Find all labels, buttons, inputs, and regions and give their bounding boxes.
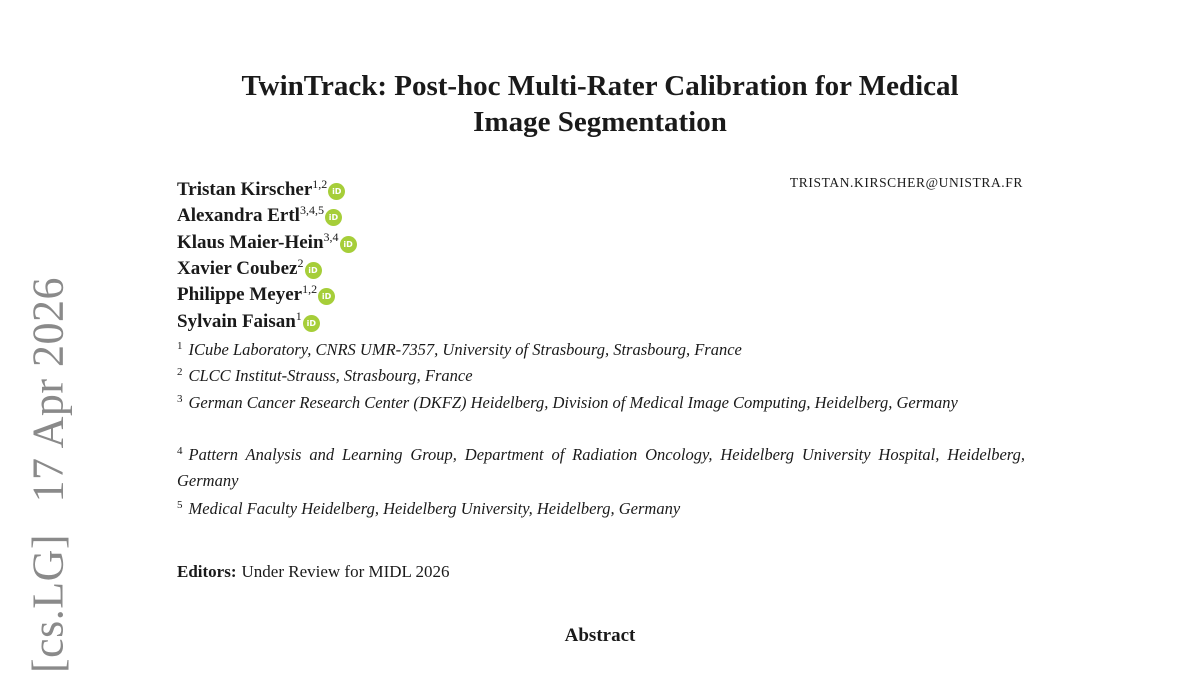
author: Sylvain Faisan1iD	[177, 304, 320, 332]
affiliation-number: 4	[177, 445, 183, 457]
author-name: Tristan Kirscher	[177, 179, 313, 200]
orcid-icon[interactable]: iD	[302, 314, 320, 332]
orcid-icon[interactable]: iD	[328, 183, 346, 200]
author: Klaus Maier-Hein3,4iD	[177, 225, 357, 253]
author-name: Alexandra Ertl	[177, 205, 300, 227]
author-affiliation-sup: 2	[297, 255, 304, 270]
paper-title: TwinTrack: Post-hoc Multi-Rater Calibrat…	[0, 68, 1200, 140]
affiliation-text: CLCC Institut-Strauss, Strasbourg, Franc…	[188, 366, 473, 385]
affiliation-text: ICube Laboratory, CNRS UMR-7357, Univers…	[188, 340, 742, 359]
title-line-1: TwinTrack: Post-hoc Multi-Rater Calibrat…	[241, 70, 959, 102]
affiliation-number: 2	[177, 366, 183, 378]
affiliation-text: German Cancer Research Center (DKFZ) Hei…	[188, 393, 958, 412]
author-name: Klaus Maier-Hein	[177, 231, 324, 253]
author-name: Sylvain Faisan	[177, 310, 296, 332]
orcid-icon[interactable]: iD	[318, 288, 336, 306]
author-affiliation-sup: 1,2	[312, 177, 328, 191]
orcid-icon[interactable]: iD	[304, 261, 322, 279]
affiliation-number: 1	[177, 340, 183, 352]
editors-value: Under Review for MIDL 2026	[241, 562, 450, 581]
author-name: Philippe Meyer	[177, 284, 303, 306]
orcid-icon[interactable]: iD	[339, 235, 357, 253]
orcid-icon[interactable]: iD	[324, 209, 342, 227]
affiliation: 5 Medical Faculty Heidelberg, Heidelberg …	[177, 492, 1025, 522]
editors-label: Editors:	[177, 562, 237, 581]
corresponding-email[interactable]: tristan.kirscher@unistra.fr	[789, 175, 1023, 190]
abstract-heading: Abstract	[564, 625, 636, 646]
author: Alexandra Ertl3,4,5iD	[177, 198, 342, 227]
editors-line: Editors: Under Review for MIDL 2026	[177, 562, 450, 582]
author: Xavier Coubez2iD	[177, 251, 322, 279]
affiliation-text: Pattern Analysis and Learning Group, Dep…	[177, 445, 1025, 490]
author-affiliation-sup: 1,2	[302, 282, 318, 297]
author-affiliation-sup: 3,4,5	[299, 203, 324, 218]
arxiv-category: [cs.LG]	[23, 533, 73, 674]
arxiv-sidebar-stamp: [cs.LG] 17 Apr 2026	[23, 267, 74, 683]
author-affiliation-sup: 3,4	[323, 229, 339, 244]
author: Philippe Meyer1,2iD	[177, 277, 336, 306]
affiliation: 2 CLCC Institut-Strauss, Strasbourg, Fran…	[177, 359, 1025, 389]
author-name: Xavier Coubez	[177, 257, 298, 279]
arxiv-date: 17 Apr 2026	[23, 276, 73, 503]
title-line-2: Image Segmentation	[473, 106, 727, 138]
author-affiliation-sup: 1	[295, 308, 302, 323]
affiliation-number: 3	[177, 393, 183, 405]
affiliation: 1 ICube Laboratory, CNRS UMR-7357, Univer…	[177, 333, 1025, 363]
author: Tristan Kirscher1,2iD	[177, 172, 346, 200]
affiliation: 4 Pattern Analysis and Learning Group, De…	[177, 438, 1025, 494]
affiliation-text: Medical Faculty Heidelberg, Heidelberg U…	[188, 499, 681, 518]
affiliation-number: 5	[177, 499, 183, 511]
affiliation: 3 German Cancer Research Center (DKFZ) He…	[177, 386, 1025, 416]
